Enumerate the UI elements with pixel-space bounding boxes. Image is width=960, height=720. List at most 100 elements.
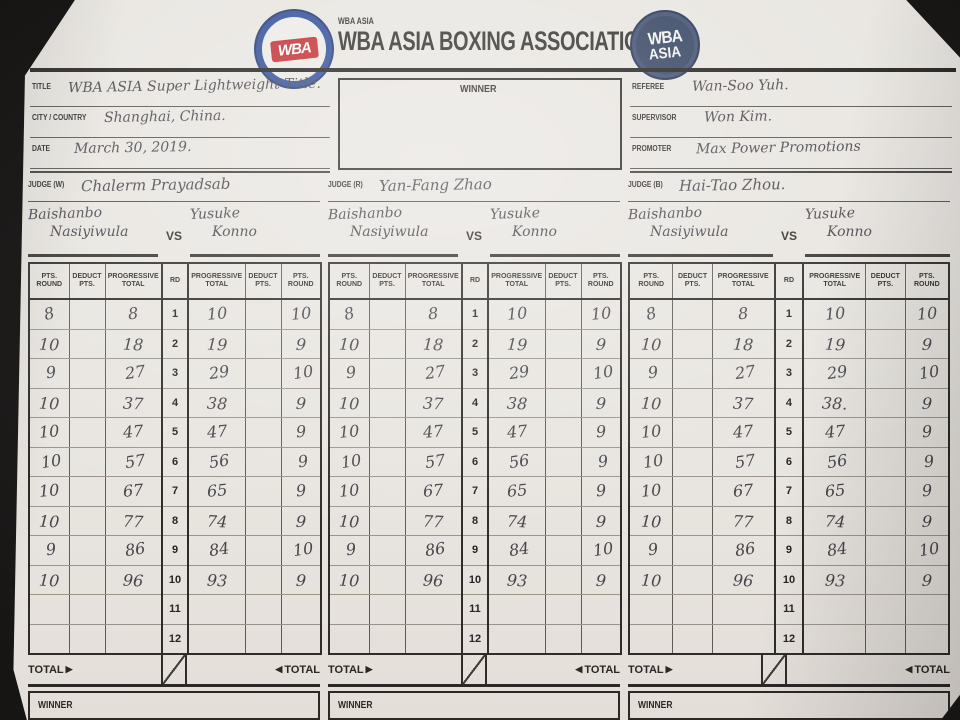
judge-panel: JUDGE (R) Yan-Fang Zhao Baishanbo Nasiyi… [328, 174, 622, 720]
progressive-cell [802, 623, 867, 655]
winner-box: WINNER [338, 78, 622, 170]
progressive-cell: 57 [104, 446, 163, 477]
round-number-cell: 9 [461, 535, 489, 566]
score-cell: 9 [904, 446, 950, 477]
deduct-cell [672, 328, 713, 359]
deduct-cell [68, 446, 106, 477]
round-number-cell: 12 [461, 623, 489, 655]
round-number-cell: 9 [773, 535, 805, 566]
score-cell: 9 [580, 564, 622, 595]
fighter-left-name: Baishanbo Nasiyiwula [28, 205, 158, 257]
score-cell: 8 [628, 298, 674, 330]
progressive-cell: 77 [104, 505, 163, 536]
round-number-cell: 8 [461, 505, 489, 536]
deduct-cell [544, 564, 582, 595]
winner-strip: WINNER [28, 691, 320, 720]
score-cell: 10 [28, 387, 70, 418]
score-table: PTS. ROUND DEDUCT PTS. PROGRESSIVE TOTAL… [328, 262, 622, 655]
triangle-right-icon: ▶ [365, 664, 373, 674]
score-cell: 10 [904, 358, 950, 389]
progressive-cell: 67 [404, 476, 463, 507]
progressive-cell: 56 [487, 446, 546, 477]
score-cell: 9 [904, 564, 950, 595]
score-cell: 9 [328, 358, 370, 389]
progressive-cell [187, 623, 246, 655]
round-number-cell: 4 [461, 387, 489, 418]
deduct-cell [368, 623, 406, 655]
deduct-cell [865, 446, 906, 477]
score-row: 10 37 4 38 9 [328, 387, 622, 418]
score-row: 8 8 1 10 10 [628, 298, 950, 330]
score-table-header-row: PTS. ROUND DEDUCT PTS. PROGRESSIVE TOTAL… [328, 263, 622, 300]
promoter-label: PROMOTER [632, 144, 672, 153]
progressive-cell: 27 [404, 358, 463, 389]
progressive-cell: 8 [404, 298, 463, 330]
deduct-cell [544, 298, 582, 330]
column-header: PROGRESSIVE TOTAL [487, 263, 546, 300]
score-cell [580, 623, 622, 655]
referee-field: REFEREE Wan-Soo Yuh. [630, 76, 952, 107]
progressive-cell: 38 [487, 387, 546, 418]
round-number-cell: 7 [773, 476, 805, 507]
wba-asia-logo-line2: ASIA [648, 43, 682, 64]
round-number-cell: 10 [773, 564, 805, 595]
info-left-column: TITLE WBA ASIA Super Lightweight Title. … [30, 76, 330, 173]
deduct-cell [244, 476, 282, 507]
score-cell: 9 [280, 476, 322, 507]
score-cell: 10 [580, 298, 622, 330]
score-cell: 9 [280, 505, 322, 536]
column-header: DEDUCT PTS. [544, 263, 582, 300]
progressive-cell: 86 [711, 535, 776, 566]
deduct-cell [368, 476, 406, 507]
progressive-cell [711, 623, 776, 655]
score-cell: 9 [280, 446, 322, 477]
deduct-cell [672, 623, 713, 655]
round-number-cell: 12 [773, 623, 805, 655]
deduct-cell [672, 446, 713, 477]
score-cell: 10 [28, 328, 70, 359]
winner-strip-label: WINNER [38, 700, 73, 711]
score-cell: 9 [280, 564, 322, 595]
progressive-cell: 29 [487, 358, 546, 389]
deduct-cell [368, 298, 406, 330]
judge-line: JUDGE (W) Chalerm Prayadsab [28, 174, 320, 202]
total-row: TOTAL ▶ ◀ TOTAL [628, 655, 950, 687]
score-table: PTS. ROUND DEDUCT PTS. PROGRESSIVE TOTAL… [28, 262, 322, 655]
column-header: RD [773, 263, 805, 300]
score-cell: 10 [628, 387, 674, 418]
progressive-cell: 56 [802, 446, 867, 477]
score-cell: 9 [904, 476, 950, 507]
date-field: DATE March 30, 2019. [30, 138, 330, 169]
progressive-cell [187, 594, 246, 625]
deduct-cell [368, 564, 406, 595]
score-row: 10 57 6 56 9 [628, 446, 950, 477]
deduct-cell [672, 564, 713, 595]
fighter-right-name: Yusuke Konno [805, 205, 950, 257]
column-header: PTS. ROUND [580, 263, 622, 300]
diagonal-cell [461, 655, 487, 684]
round-number-cell: 6 [161, 446, 189, 477]
title-value: WBA ASIA Super Lightweight Title. [67, 75, 321, 97]
progressive-cell: 74 [187, 505, 246, 536]
referee-label: REFEREE [632, 82, 665, 91]
total-label-left: TOTAL ▶ [28, 663, 73, 676]
triangle-left-icon: ◀ [275, 664, 283, 674]
progressive-cell [404, 623, 463, 655]
score-cell: 10 [580, 535, 622, 566]
progressive-cell: 19 [487, 328, 546, 359]
score-row: 9 27 3 29 10 [628, 358, 950, 389]
total-label-right: ◀ TOTAL [275, 663, 320, 676]
score-cell: 9 [28, 358, 70, 389]
round-number-cell: 8 [161, 505, 189, 536]
total-label-right: ◀ TOTAL [575, 663, 620, 676]
judge-panel: JUDGE (B) Hai-Tao Zhou. Baishanbo Nasiyi… [628, 174, 950, 720]
score-row: 10 47 5 47 9 [628, 417, 950, 448]
score-row: 10 57 6 56 9 [328, 446, 622, 477]
deduct-cell [544, 328, 582, 359]
deduct-cell [68, 476, 106, 507]
deduct-cell [865, 476, 906, 507]
deduct-cell [68, 328, 106, 359]
score-cell [628, 623, 674, 655]
